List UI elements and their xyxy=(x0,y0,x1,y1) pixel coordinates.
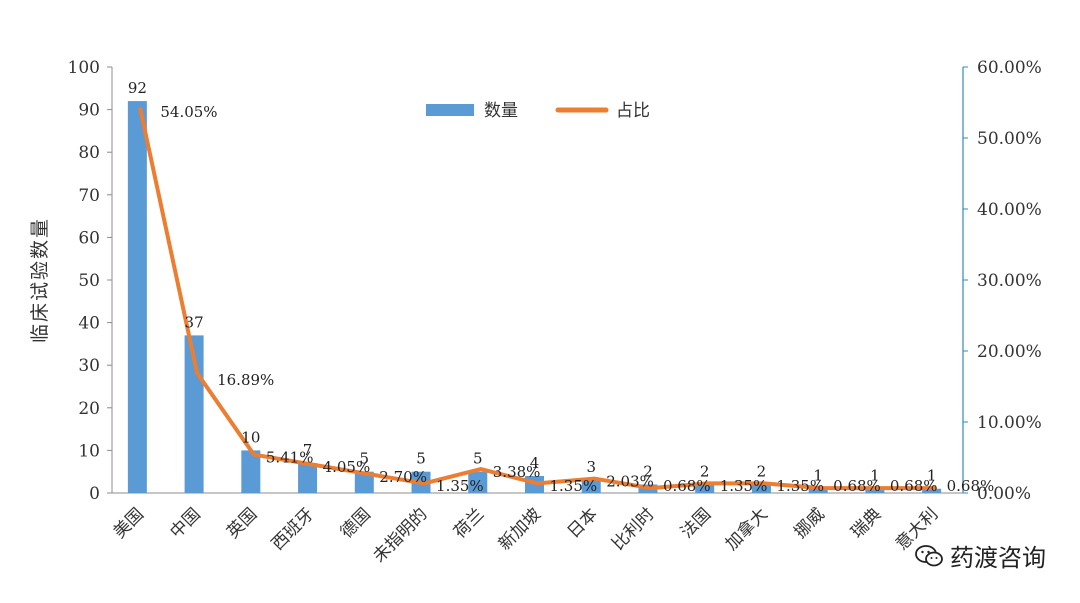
y-tick-label: 60 xyxy=(78,228,100,248)
legend-label-line: 占比 xyxy=(616,101,650,121)
bar-value-label: 4 xyxy=(530,454,540,472)
bar-9 xyxy=(581,480,601,493)
y-tick-label: 0 xyxy=(89,484,100,504)
y2-tick-label: 60.00% xyxy=(977,58,1042,78)
bar-value-label: 1 xyxy=(813,467,823,485)
category-label: 加拿大 xyxy=(721,504,772,555)
category-label: 挪威 xyxy=(791,504,829,542)
y-axis-title: 临床试验数量 xyxy=(29,217,51,343)
bar-value-label: 7 xyxy=(303,441,313,459)
y2-tick-label: 40.00% xyxy=(977,200,1042,220)
line-value-label: 1.35% xyxy=(776,477,824,495)
line-value-label: 2.70% xyxy=(379,468,427,486)
category-label: 美国 xyxy=(110,504,148,542)
category-label: 中国 xyxy=(166,504,204,542)
bar-value-label: 2 xyxy=(757,462,767,480)
bar-value-label: 10 xyxy=(241,428,260,446)
y-tick-label: 40 xyxy=(78,314,100,334)
line-value-label: 0.68% xyxy=(663,477,711,495)
line-value-label: 54.05% xyxy=(160,103,217,121)
bar-13 xyxy=(808,488,828,493)
ratio-line xyxy=(138,107,937,491)
line-value-label: 5.41% xyxy=(266,449,314,467)
y-tick-label: 20 xyxy=(78,399,100,419)
bar-value-label: 5 xyxy=(416,450,426,468)
watermark: 药渡咨询 xyxy=(914,538,1046,573)
category-label: 法国 xyxy=(677,504,715,542)
bar-4 xyxy=(298,463,318,493)
category-label: 瑞典 xyxy=(847,504,885,542)
y-tick-label: 70 xyxy=(78,186,100,206)
bar-1 xyxy=(127,101,147,493)
category-label: 未指明的 xyxy=(369,504,431,566)
legend-swatch-bar xyxy=(426,104,474,116)
category-label: 荷兰 xyxy=(450,504,488,542)
bar-11 xyxy=(695,484,715,493)
line-value-label: 0.68% xyxy=(833,477,881,495)
y2-tick-label: 30.00% xyxy=(977,271,1042,291)
line-value-label: 0.68% xyxy=(890,477,938,495)
bar-7 xyxy=(468,471,488,493)
category-label: 日本 xyxy=(564,504,602,542)
category-label: 英国 xyxy=(223,504,261,542)
y2-tick-label: 50.00% xyxy=(977,129,1042,149)
line-value-label: 0.68% xyxy=(947,477,995,495)
bar-14 xyxy=(865,488,885,493)
category-label: 西班牙 xyxy=(268,504,318,554)
category-label: 比利时 xyxy=(608,504,658,554)
bar-value-label: 5 xyxy=(360,450,370,468)
line-value-label: 1.35% xyxy=(436,477,484,495)
y2-tick-label: 0.00% xyxy=(977,484,1031,504)
bar-value-label: 2 xyxy=(643,462,653,480)
bar-12 xyxy=(751,484,771,493)
y-tick-label: 100 xyxy=(68,58,100,78)
y-tick-label: 30 xyxy=(78,356,100,376)
y-tick-label: 80 xyxy=(78,143,100,163)
bar-value-label: 37 xyxy=(185,313,204,331)
y-tick-label: 10 xyxy=(78,441,100,461)
bar-value-label: 1 xyxy=(870,467,880,485)
bar-value-label: 2 xyxy=(700,462,710,480)
line-value-label: 1.35% xyxy=(720,477,768,495)
category-label: 新加坡 xyxy=(495,504,545,554)
bar-value-label: 92 xyxy=(128,79,147,97)
watermark-text: 药渡咨询 xyxy=(950,544,1046,572)
bar-value-label: 1 xyxy=(927,467,937,485)
bar-value-label: 5 xyxy=(473,450,483,468)
line-value-label: 1.35% xyxy=(550,477,598,495)
bar-15 xyxy=(922,488,942,493)
line-value-label: 4.05% xyxy=(323,458,371,476)
y-tick-label: 90 xyxy=(78,101,100,121)
legend-label-bar: 数量 xyxy=(484,101,518,121)
line-value-label: 3.38% xyxy=(493,463,541,481)
y-tick-label: 50 xyxy=(78,271,100,291)
line-value-label: 16.89% xyxy=(217,371,274,389)
y2-tick-label: 20.00% xyxy=(977,342,1042,362)
line-value-label: 2.03% xyxy=(606,473,654,491)
bar-value-label: 3 xyxy=(586,458,596,476)
category-label: 德国 xyxy=(337,504,375,542)
y2-tick-label: 10.00% xyxy=(977,413,1042,433)
bar-3 xyxy=(241,450,261,493)
wechat-icon xyxy=(915,544,943,566)
bar-5 xyxy=(354,471,374,493)
